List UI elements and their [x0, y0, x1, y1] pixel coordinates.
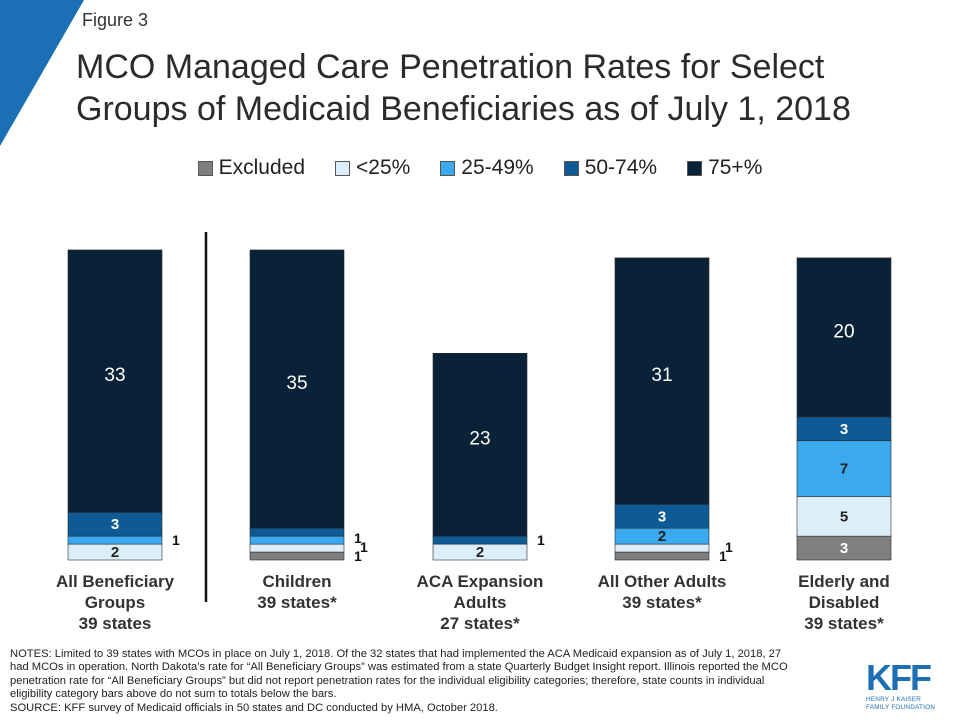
- bar-segment-p25_49: [249, 535, 345, 545]
- kff-logo-subtitle: FAMILY FOUNDATION: [866, 703, 936, 711]
- figure-label: Figure 3: [82, 10, 149, 30]
- legend-item-50-74: 50-74%: [563, 156, 658, 180]
- category-label: 39 states: [79, 614, 152, 633]
- category-label: ACA Expansion: [417, 572, 544, 591]
- data-label: 2: [658, 528, 666, 545]
- kff-logo-subtitle: HENRY J KAISER: [866, 696, 922, 703]
- bar-segment-p75: [432, 352, 528, 537]
- bar-segment-excluded: [614, 551, 710, 561]
- bar-segment-p75: [796, 257, 892, 418]
- legend-swatch-25-49: [440, 160, 456, 176]
- legend-label-excluded: Excluded: [218, 156, 305, 179]
- bar-segment-p75: [614, 257, 710, 505]
- legend-item-75plus: 75+%: [687, 156, 762, 180]
- category-label: Groups: [85, 593, 145, 612]
- bar-segment-p75: [249, 249, 345, 529]
- legend-label-lt25: <25%: [356, 156, 411, 179]
- category-label: 39 states*: [622, 593, 702, 612]
- category-label: Children: [263, 572, 332, 591]
- data-label: 5: [840, 508, 848, 525]
- legend-swatch-75plus: [687, 160, 703, 176]
- bar-segment-lt25: [796, 496, 892, 537]
- data-label-outside: 1: [354, 548, 362, 564]
- legend-item-25-49: 25-49%: [440, 156, 534, 180]
- data-label: 23: [469, 429, 490, 450]
- category-label: 27 states*: [440, 614, 520, 633]
- legend-label-75plus: 75+%: [708, 156, 763, 179]
- notes-line: had MCOs in operation. North Dakota’s ra…: [10, 661, 788, 674]
- data-label: 3: [840, 421, 848, 438]
- notes-line: eligibility category bars above do not s…: [10, 688, 337, 701]
- legend-item-excluded: Excluded: [197, 156, 305, 180]
- bar-segment-p75: [67, 249, 163, 513]
- data-label-outside: 1: [537, 532, 545, 548]
- data-label: 20: [833, 321, 854, 342]
- corner-accent: [0, 0, 84, 146]
- data-label-outside: 1: [172, 532, 180, 548]
- bar-segment-p50_74: [432, 535, 528, 545]
- legend-swatch-excluded: [197, 160, 213, 176]
- bar-segment-lt25: [249, 543, 345, 553]
- category-label: 39 states*: [804, 614, 884, 633]
- data-label-outside: 1: [354, 530, 362, 546]
- bar-segment-p25_49: [67, 535, 163, 545]
- data-label: 7: [840, 461, 848, 478]
- data-label-outside: 1: [719, 548, 727, 564]
- legend-label-50-74: 50-74%: [584, 156, 658, 179]
- bar-segment-p50_74: [249, 527, 345, 537]
- data-label-outside: 1: [725, 539, 733, 555]
- legend-label-25-49: 25-49%: [461, 156, 534, 179]
- category-label: All Other Adults: [598, 572, 727, 591]
- legend-item-lt25: <25%: [335, 156, 410, 180]
- data-label: 3: [840, 540, 848, 557]
- data-label: 2: [111, 544, 119, 561]
- data-label: 2: [476, 544, 484, 561]
- data-label: 35: [286, 373, 307, 394]
- kff-logo: KFF HENRY J KAISER FAMILY FOUNDATION: [866, 660, 956, 711]
- source-line: SOURCE: KFF survey of Medicaid officials…: [10, 701, 498, 714]
- notes: NOTES: Limited to 39 states with MCOs in…: [10, 648, 850, 715]
- data-label-outside: 1: [360, 539, 368, 555]
- data-label: 33: [104, 365, 125, 386]
- chart-title: MCO Managed Care Penetration Rates for S…: [76, 48, 851, 128]
- legend: Excluded <25% 25-49% 50-74% 75+%: [0, 156, 960, 180]
- kff-logo-mark: KFF: [866, 657, 932, 698]
- data-label: 3: [658, 508, 666, 525]
- notes-line: penetration rate for “All Beneficiary Gr…: [10, 674, 765, 687]
- legend-swatch-50-74: [563, 160, 579, 176]
- legend-swatch-lt25: [335, 160, 350, 176]
- category-label: Elderly and: [798, 572, 890, 591]
- category-label: Disabled: [809, 593, 880, 612]
- data-label: 31: [651, 365, 672, 386]
- category-label: Adults: [454, 593, 507, 612]
- data-label: 3: [111, 516, 119, 533]
- bar-segment-lt25: [614, 543, 710, 553]
- bar-segment-excluded: [249, 551, 345, 561]
- category-label: All Beneficiary: [56, 572, 175, 591]
- category-label: 39 states*: [257, 593, 337, 612]
- notes-line: NOTES: Limited to 39 states with MCOs in…: [10, 648, 782, 660]
